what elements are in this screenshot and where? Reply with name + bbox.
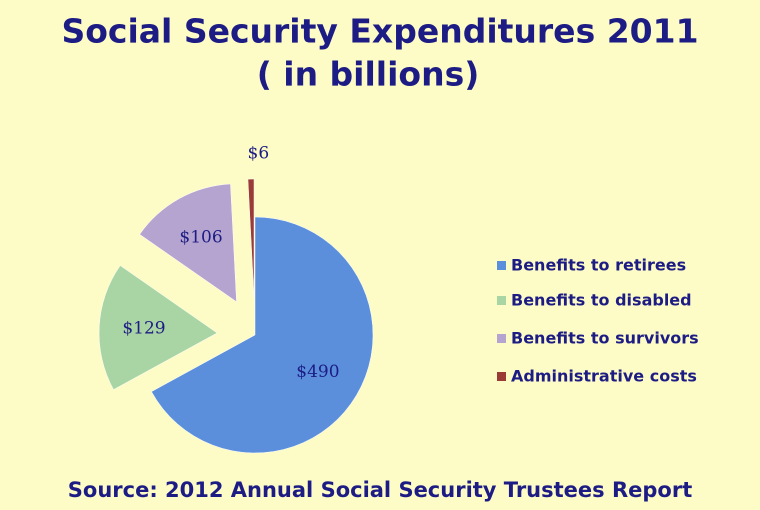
legend-label: Benefits to retirees bbox=[511, 256, 686, 275]
data-label: $6 bbox=[248, 144, 270, 164]
chart-title: Social Security Expenditures 2011 bbox=[61, 12, 698, 51]
legend-swatch bbox=[497, 261, 506, 270]
source-note: Source: 2012 Annual Social Security Trus… bbox=[68, 478, 692, 502]
legend-label: Administrative costs bbox=[511, 367, 697, 386]
legend-label: Benefits to survivors bbox=[511, 329, 699, 348]
legend-swatch bbox=[497, 296, 506, 305]
pie-slice bbox=[98, 265, 218, 390]
pie-slice bbox=[139, 183, 237, 303]
chart-subtitle: ( in billions) bbox=[257, 55, 480, 94]
data-label: $490 bbox=[296, 362, 339, 382]
data-label: $106 bbox=[179, 227, 222, 247]
pie-slice bbox=[151, 216, 374, 454]
pie-slice bbox=[247, 178, 255, 298]
data-label: $129 bbox=[122, 319, 165, 339]
legend-swatch bbox=[497, 334, 506, 343]
legend-label: Benefits to disabled bbox=[511, 291, 692, 310]
legend-swatch bbox=[497, 372, 506, 381]
